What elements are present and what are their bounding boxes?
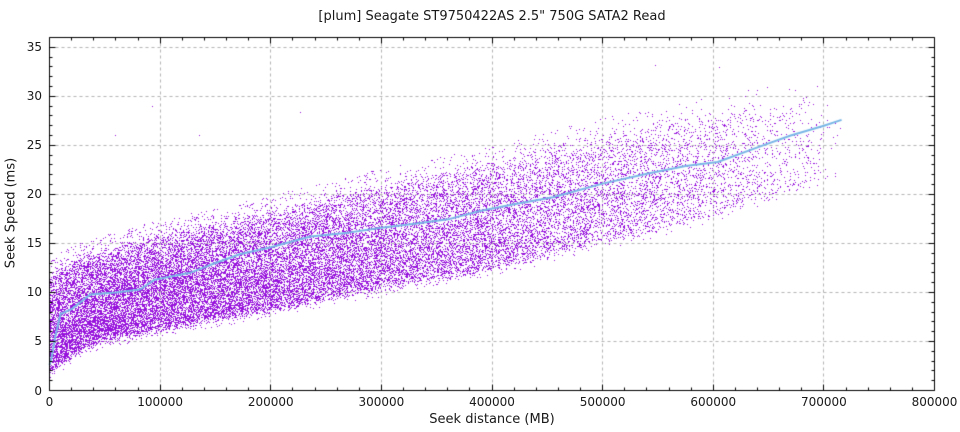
x-tick-label: 200000 [247, 395, 294, 409]
y-tick-label: 25 [26, 138, 42, 153]
x-tick-label: 600000 [690, 395, 737, 409]
x-tick-label: 700000 [800, 395, 847, 409]
x-tick-label: 100000 [137, 395, 184, 409]
y-tick-label: 15 [26, 236, 42, 251]
y-tick-label: 35 [26, 40, 42, 55]
y-tick-label: 10 [26, 285, 42, 300]
y-tick-label: 0 [34, 383, 42, 398]
y-axis-label: Seek Speed (ms) [3, 157, 19, 269]
x-tick-label: 300000 [358, 395, 405, 409]
x-axis-label: Seek distance (MB) [429, 412, 555, 427]
y-tick-label: 20 [26, 187, 42, 202]
x-tick-label: 800000 [911, 395, 958, 409]
chart-title: [plum] Seagate ST9750422AS 2.5" 750G SAT… [318, 9, 666, 24]
y-tick-label: 5 [34, 334, 42, 349]
y-tick-label: 30 [26, 89, 42, 104]
x-tick-label: 500000 [579, 395, 626, 409]
x-tick-label: 400000 [469, 395, 515, 409]
x-tick-label: 0 [45, 395, 54, 409]
